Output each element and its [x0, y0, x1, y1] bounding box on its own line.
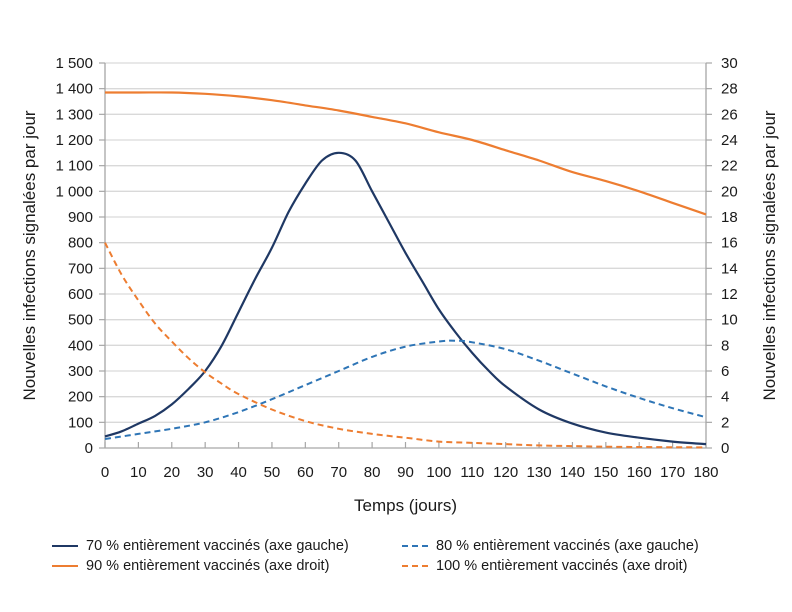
y-right-tick-label: 20 — [721, 183, 738, 200]
legend-label-80: 80 % entièrement vaccinés (axe gauche) — [436, 538, 699, 554]
legend-item-70: 70 % entièrement vaccinés (axe gauche) — [52, 538, 402, 554]
y-right-tick-label: 12 — [721, 286, 738, 303]
x-tick-label: 110 — [460, 464, 484, 481]
x-tick-label: 100 — [426, 464, 451, 481]
legend-item-90: 90 % entièrement vaccinés (axe droit) — [52, 558, 402, 574]
y-right-tick-label: 0 — [721, 440, 729, 457]
y-left-tick-label: 700 — [68, 260, 93, 277]
y-right-tick-label: 4 — [721, 389, 729, 406]
y-left-axis-title: Nouvelles infections signalées par jour — [20, 110, 39, 400]
y-left-tick-label: 500 — [68, 312, 93, 329]
x-tick-label: 50 — [264, 464, 281, 481]
y-left-tick-label: 300 — [68, 363, 93, 380]
y-right-tick-label: 18 — [721, 209, 738, 226]
y-left-tick-label: 1 300 — [55, 106, 93, 123]
y-left-tick-label: 400 — [68, 337, 93, 354]
y-left-tick-label: 0 — [85, 440, 93, 457]
axes — [99, 62, 712, 449]
x-tick-label: 0 — [101, 464, 109, 481]
y-left-tick-label: 100 — [68, 414, 93, 431]
series-lines — [104, 91, 707, 449]
y-left-tick-label: 1 400 — [55, 81, 93, 98]
y-left-tick-label: 800 — [68, 235, 93, 252]
x-tick-label: 40 — [230, 464, 247, 481]
x-tick-label: 170 — [660, 464, 685, 481]
legend: 70 % entièrement vaccinés (axe gauche) 8… — [52, 538, 772, 574]
legend-item-100: 100 % entièrement vaccinés (axe droit) — [402, 558, 752, 574]
x-tick-label: 80 — [364, 464, 381, 481]
x-tick-label: 10 — [130, 464, 147, 481]
y-left-tick-label: 1 500 — [55, 55, 93, 72]
y-right-tick-label: 10 — [721, 312, 738, 329]
series-100-line — [104, 242, 707, 449]
legend-swatch-100 — [402, 565, 428, 567]
legend-label-100: 100 % entièrement vaccinés (axe droit) — [436, 558, 688, 574]
x-tick-label: 140 — [560, 464, 585, 481]
y-right-tick-label: 22 — [721, 158, 738, 175]
series-70-line — [104, 151, 707, 446]
grid-lines — [105, 62, 706, 423]
x-tick-label: 160 — [627, 464, 652, 481]
y-right-axis-title: Nouvelles infections signalées par jour — [760, 110, 779, 400]
series-80-line — [104, 339, 707, 440]
y-right-tick-label: 6 — [721, 363, 729, 380]
y-left-tick-label: 200 — [68, 389, 93, 406]
x-tick-label: 120 — [493, 464, 518, 481]
y-left-tick-labels: 0 100 200 300 400 500 600 700 800 900 1 000 1 100 1 … — [55, 55, 93, 457]
x-axis-title: Temps (jours) — [354, 496, 457, 515]
x-tick-label: 60 — [297, 464, 314, 481]
x-axis-tick-labels: 0 10 20 30 40 50 60 70 80 90 100 110 120 130 140 150 160… — [101, 464, 719, 481]
y-right-tick-label: 8 — [721, 337, 729, 354]
y-right-tick-label: 16 — [721, 235, 738, 252]
y-right-tick-label: 26 — [721, 106, 738, 123]
x-tick-label: 70 — [330, 464, 347, 481]
x-tick-label: 130 — [527, 464, 552, 481]
legend-label-70: 70 % entièrement vaccinés (axe gauche) — [86, 538, 349, 554]
y-right-tick-label: 28 — [721, 81, 738, 98]
x-tick-label: 150 — [593, 464, 618, 481]
x-tick-label: 90 — [397, 464, 414, 481]
legend-swatch-80 — [402, 545, 428, 547]
series-90-line — [104, 91, 707, 216]
y-right-tick-label: 30 — [721, 55, 738, 72]
y-left-tick-label: 900 — [68, 209, 93, 226]
legend-swatch-70 — [52, 545, 78, 547]
y-right-tick-label: 24 — [721, 132, 738, 149]
y-right-tick-label: 2 — [721, 414, 729, 431]
x-tick-label: 30 — [197, 464, 214, 481]
x-tick-label: 180 — [693, 464, 718, 481]
y-left-tick-label: 1 100 — [55, 158, 93, 175]
y-left-tick-label: 1 000 — [55, 183, 93, 200]
y-right-tick-label: 14 — [721, 260, 738, 277]
legend-swatch-90 — [52, 565, 78, 567]
legend-item-80: 80 % entièrement vaccinés (axe gauche) — [402, 538, 752, 554]
x-tick-label: 20 — [163, 464, 180, 481]
y-left-tick-label: 600 — [68, 286, 93, 303]
y-left-tick-label: 1 200 — [55, 132, 93, 149]
legend-label-90: 90 % entièrement vaccinés (axe droit) — [86, 558, 330, 574]
